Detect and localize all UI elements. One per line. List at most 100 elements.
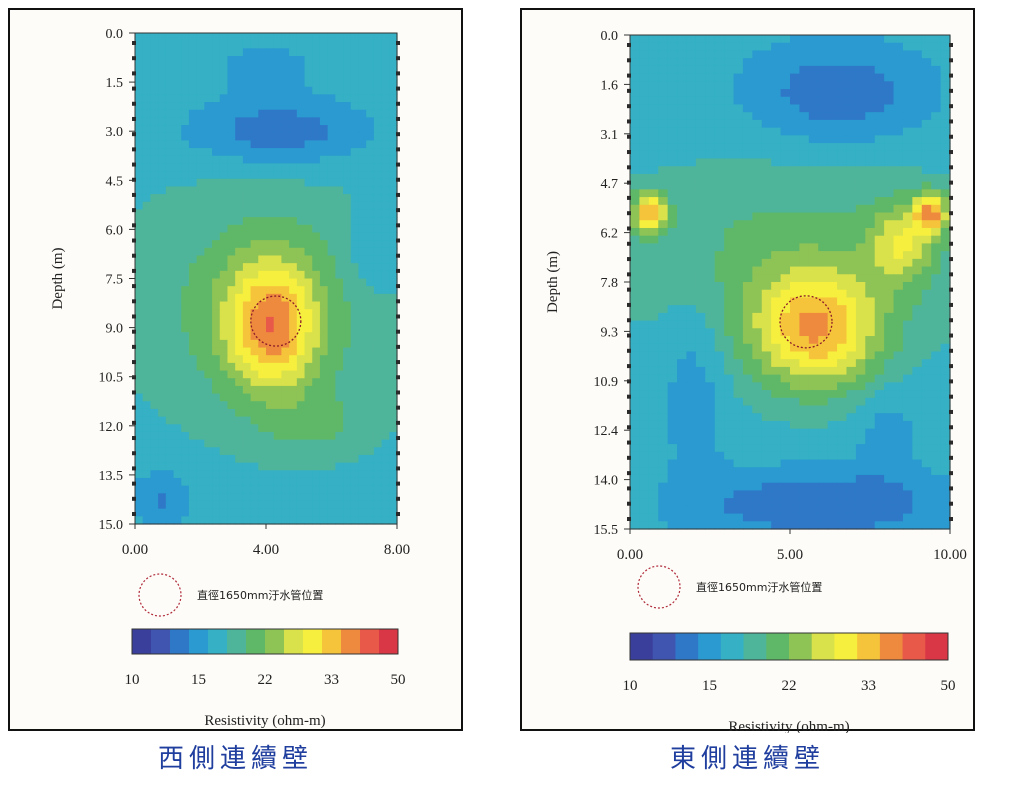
heatmap-cell xyxy=(677,498,688,507)
heatmap-cell xyxy=(373,232,383,241)
heatmap-cell xyxy=(771,258,782,268)
heatmap-cell xyxy=(343,79,352,88)
heatmap-cell xyxy=(289,186,298,195)
heatmap-cell xyxy=(855,351,866,360)
heatmap-cell xyxy=(350,301,360,310)
heatmap-cell xyxy=(733,197,744,206)
heatmap-cell xyxy=(373,393,383,402)
heatmap-cell xyxy=(667,505,678,515)
heatmap-cell xyxy=(742,119,753,129)
heatmap-cell xyxy=(204,232,213,241)
heatmap-cell xyxy=(389,462,398,471)
heatmap-cell xyxy=(181,224,190,234)
electrode-marker xyxy=(627,455,631,460)
colorbar-frame xyxy=(629,632,949,661)
heatmap-cell xyxy=(304,125,313,134)
heatmap-cell xyxy=(389,40,398,49)
heatmap-cell xyxy=(790,312,801,322)
heatmap-cell xyxy=(780,227,791,237)
heatmap-cell xyxy=(181,194,190,203)
heatmap-cell xyxy=(790,351,801,360)
heatmap-cell xyxy=(381,347,390,356)
heatmap-cell xyxy=(381,247,390,257)
pipe-legend-circle xyxy=(138,573,182,617)
heatmap-cell xyxy=(667,328,678,337)
heatmap-cell xyxy=(242,470,252,479)
heatmap-cell xyxy=(289,56,298,65)
heatmap-cell xyxy=(724,135,735,144)
heatmap-cell xyxy=(752,382,763,391)
heatmap-cell xyxy=(780,428,791,437)
heatmap-cell xyxy=(902,505,913,515)
heatmap-cell xyxy=(724,351,735,360)
heatmap-cell xyxy=(158,500,167,510)
electrode-marker xyxy=(132,86,136,91)
heatmap-cell xyxy=(381,79,390,88)
electrode-marker xyxy=(949,150,953,155)
heatmap-cell xyxy=(865,451,876,461)
heatmap-cell xyxy=(312,232,321,241)
heatmap-cell xyxy=(790,289,801,299)
heatmap-cell xyxy=(158,247,167,257)
heatmap-cell xyxy=(940,81,951,90)
heatmap-cell xyxy=(312,355,321,364)
heatmap-cell xyxy=(677,104,688,113)
heatmap-cell xyxy=(196,33,205,42)
heatmap-cell xyxy=(912,65,923,75)
electrode-marker xyxy=(396,208,400,213)
heatmap-cell xyxy=(799,274,810,283)
heatmap-cell xyxy=(921,96,932,106)
heatmap-cell xyxy=(366,178,375,188)
heatmap-cell xyxy=(366,109,375,118)
heatmap-cell xyxy=(135,393,144,402)
heatmap-cell xyxy=(135,424,144,433)
heatmap-cell xyxy=(250,355,259,364)
heatmap-cell xyxy=(312,33,321,42)
heatmap-cell xyxy=(761,274,772,283)
heatmap-cell xyxy=(204,470,213,479)
heatmap-cell xyxy=(358,500,367,510)
heatmap-cell xyxy=(235,125,244,134)
heatmap-cell xyxy=(196,362,205,372)
heatmap-cell xyxy=(630,73,641,82)
heatmap-cell xyxy=(319,447,329,456)
heatmap-cell xyxy=(799,58,810,67)
x-tick-label: 10.00 xyxy=(933,547,967,563)
heatmap-cell xyxy=(921,413,932,422)
heatmap-cell xyxy=(358,439,367,448)
heatmap-cell xyxy=(902,390,913,399)
heatmap-cell xyxy=(150,56,159,65)
heatmap-cell xyxy=(296,500,306,510)
heatmap-cell xyxy=(304,117,313,126)
heatmap-cell xyxy=(921,35,932,44)
heatmap-cell xyxy=(373,347,383,356)
heatmap-cell xyxy=(150,224,159,234)
heatmap-cell xyxy=(648,328,659,337)
heatmap-cell xyxy=(204,109,213,118)
heatmap-cell xyxy=(742,405,753,414)
heatmap-cell xyxy=(373,86,383,95)
heatmap-cell xyxy=(940,351,951,360)
heatmap-cell xyxy=(204,117,213,126)
heatmap-cell xyxy=(714,444,725,453)
heatmap-cell xyxy=(912,282,923,291)
heatmap-cell xyxy=(173,293,182,303)
heatmap-cell xyxy=(258,263,267,272)
heatmap-cell xyxy=(742,521,753,530)
heatmap-cell xyxy=(235,416,244,425)
heatmap-cell xyxy=(658,320,669,329)
heatmap-cell xyxy=(335,86,344,95)
heatmap-cell xyxy=(358,462,367,471)
heatmap-cell xyxy=(204,63,213,72)
heatmap-cell xyxy=(714,42,725,52)
heatmap-cell xyxy=(335,462,344,471)
heatmap-cell xyxy=(686,127,697,136)
heatmap-cell xyxy=(799,336,810,345)
heatmap-cell xyxy=(212,408,221,418)
heatmap-cell xyxy=(639,513,650,522)
heatmap-cell xyxy=(242,56,252,65)
heatmap-cell xyxy=(366,209,375,218)
heatmap-cell xyxy=(304,493,313,502)
heatmap-cell xyxy=(874,474,885,484)
heatmap-cell xyxy=(358,416,367,425)
